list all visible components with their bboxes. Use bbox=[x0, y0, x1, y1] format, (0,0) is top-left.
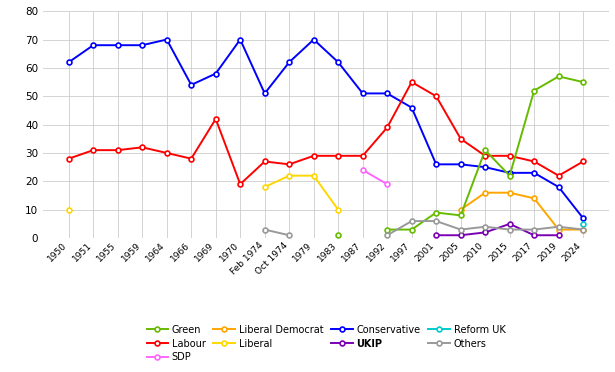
Legend: Green, Labour, SDP, Liberal Democrat, Liberal, Conservative, UKIP, Reform UK, Ot: Green, Labour, SDP, Liberal Democrat, Li… bbox=[146, 325, 506, 362]
